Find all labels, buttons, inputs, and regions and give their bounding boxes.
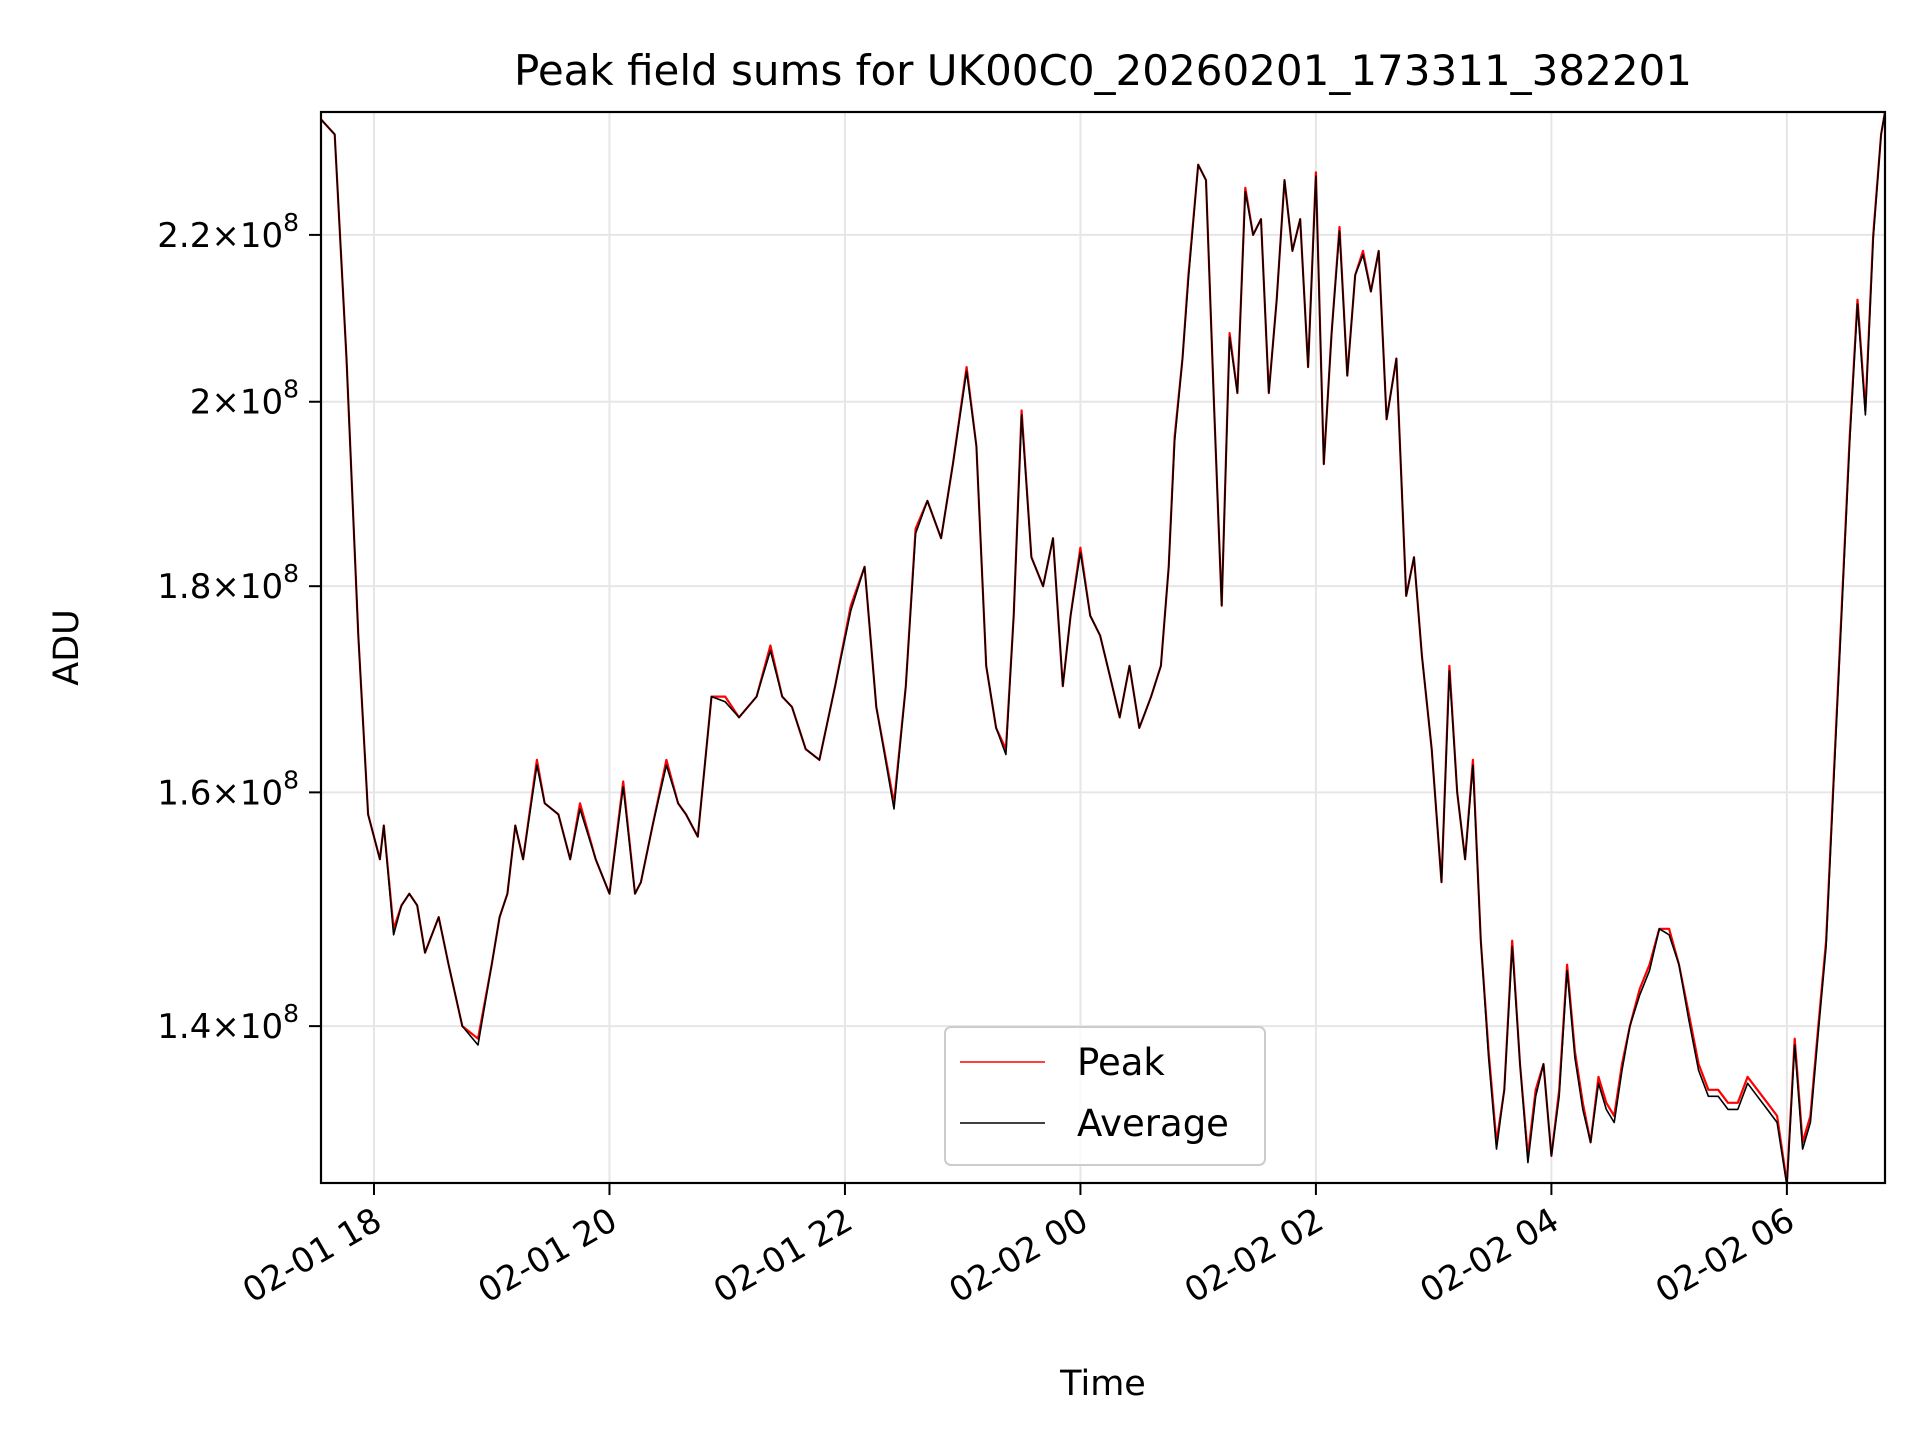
- y-tick-mantissa: 1.6: [157, 773, 211, 813]
- y-tick-exponent: 8: [283, 375, 299, 404]
- series-layer: [321, 112, 1885, 1183]
- y-axis-title: ADU: [47, 609, 87, 686]
- x-axis-title: Time: [1059, 1364, 1146, 1404]
- y-tick-times: ×10: [211, 383, 283, 423]
- y-tick-label: 1.8×108: [157, 559, 299, 607]
- plot-frame: [319, 110, 1887, 1185]
- grid-layer: [321, 112, 1885, 1183]
- y-tick-exponent: 8: [283, 559, 299, 588]
- y-tick-times: ×10: [211, 216, 283, 256]
- legend: Peak Average: [944, 1026, 1266, 1166]
- y-tick-mantissa: 1.4: [157, 1007, 211, 1047]
- y-tick-exponent: 8: [283, 765, 299, 794]
- y-tick-times: ×10: [211, 1007, 283, 1047]
- x-tick-label: 02-02 00: [943, 1200, 1095, 1311]
- x-tick-label: 02-01 20: [472, 1200, 624, 1311]
- y-tick-exponent: 8: [283, 999, 299, 1028]
- y-tick-label: 2.2×108: [157, 208, 299, 256]
- x-tick-label: 02-02 02: [1178, 1200, 1330, 1311]
- y-tick-times: ×10: [211, 567, 283, 607]
- y-tick-times: ×10: [211, 773, 283, 813]
- legend-label-average: Average: [1077, 1102, 1229, 1145]
- y-tick-mantissa: 2.2: [157, 216, 211, 256]
- legend-label-peak: Peak: [1077, 1041, 1165, 1084]
- y-tick-mantissa: 1.8: [157, 567, 211, 607]
- x-tick-label: 02-02 04: [1414, 1200, 1566, 1311]
- y-tick-label: 1.4×108: [157, 999, 299, 1047]
- y-tick-label: 1.6×108: [157, 765, 299, 813]
- series-line-average: [321, 112, 1885, 1183]
- y-tick-exponent: 8: [283, 208, 299, 237]
- chart-title: Peak field sums for UK00C0_20260201_1733…: [514, 46, 1692, 95]
- y-tick-mantissa: 2: [190, 383, 212, 423]
- x-tick-label: 02-01 22: [707, 1200, 859, 1311]
- y-tick-label: 2×108: [190, 375, 299, 423]
- series-group: [321, 112, 1885, 1183]
- x-tick-label: 02-02 06: [1649, 1200, 1801, 1311]
- x-tick-label: 02-01 18: [236, 1200, 388, 1311]
